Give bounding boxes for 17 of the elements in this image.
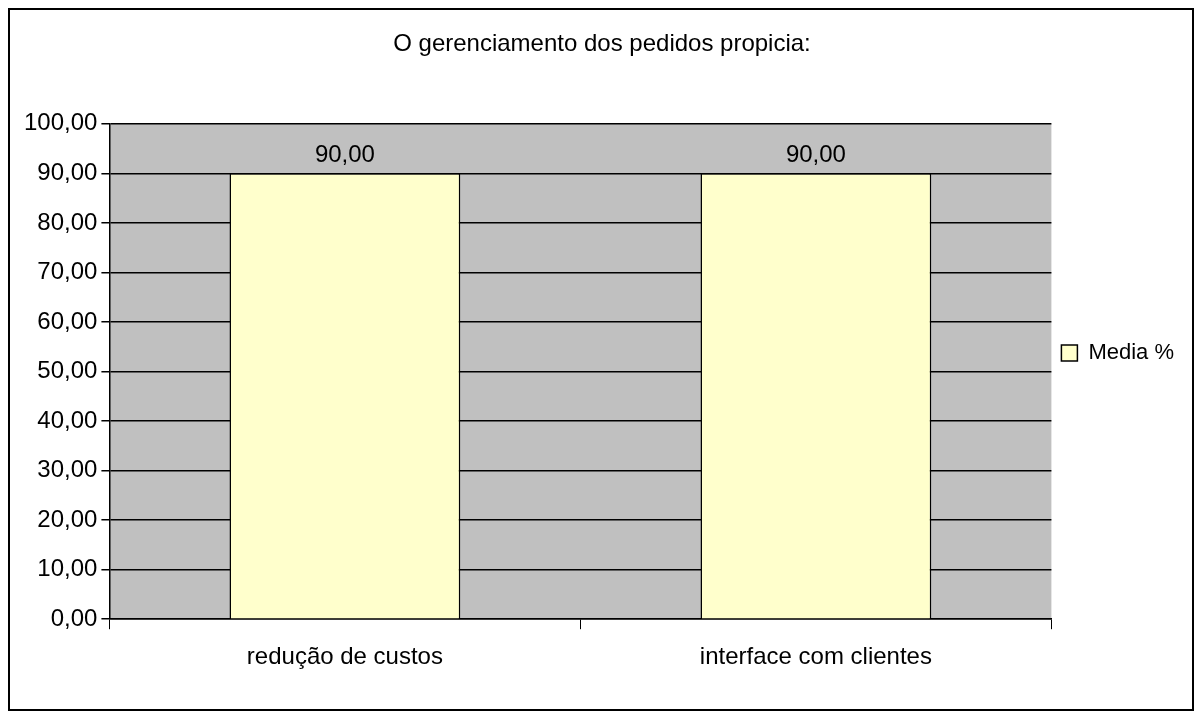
y-tick-label: 50,00 [37, 356, 98, 384]
y-tick-label: 30,00 [37, 455, 98, 483]
y-tick-label: 0,00 [50, 603, 98, 631]
data-label: 90,00 [785, 139, 846, 167]
y-tick-label: 70,00 [37, 257, 98, 285]
legend-label: Media % [1088, 339, 1174, 365]
y-tick-label: 80,00 [37, 207, 98, 235]
y-tick-label: 20,00 [37, 504, 98, 532]
y-tick-label: 40,00 [37, 405, 98, 433]
x-tick-label: redução de custos [246, 642, 443, 670]
chart-title: O gerenciamento dos pedidos propicia: [393, 29, 811, 57]
y-tick-label: 90,00 [37, 157, 98, 185]
y-tick-label: 10,00 [37, 554, 98, 582]
y-tick-label: 60,00 [37, 306, 98, 334]
x-tick-label: interface com clientes [699, 642, 932, 670]
data-label: 90,00 [314, 139, 375, 167]
y-tick-label: 100,00 [24, 108, 98, 136]
